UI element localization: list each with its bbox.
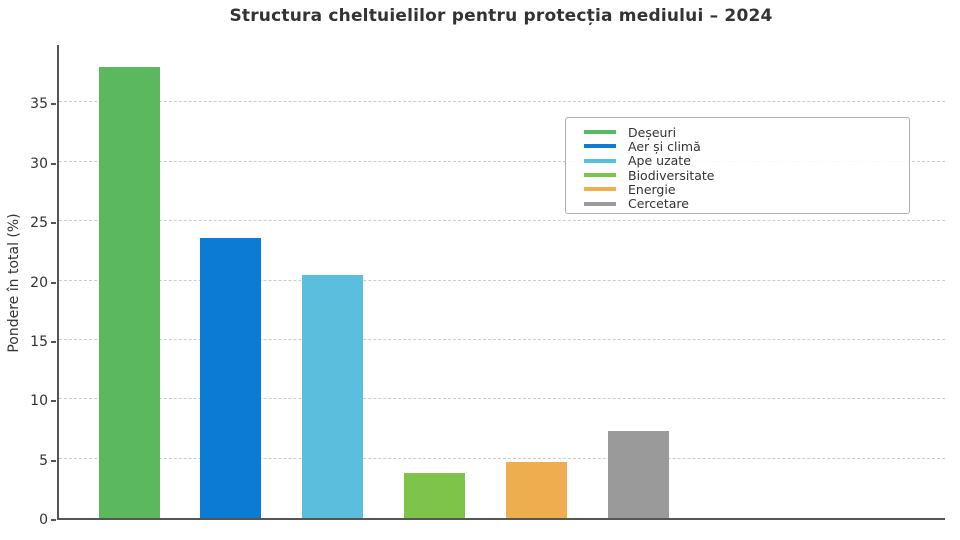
legend-line-swatch — [584, 158, 616, 163]
gridline-35 — [59, 101, 945, 103]
y-tick-label-35: 35 — [30, 96, 48, 113]
plot-area — [57, 45, 945, 520]
legend-item-aer-si-clima: Aer și climă — [584, 138, 909, 154]
y-tick-label-10: 10 — [30, 393, 48, 410]
gridline-30 — [59, 160, 945, 162]
bar-biodiversitate — [403, 472, 465, 518]
legend-item-energie: Energie — [584, 181, 909, 197]
legend-line-swatch — [584, 187, 616, 192]
y-tick-mark-20 — [51, 281, 56, 284]
chart-title: Structura cheltuielilor pentru protecția… — [229, 6, 773, 26]
bar-energie — [505, 462, 567, 518]
legend-item-cercetare: Cercetare — [584, 196, 909, 212]
y-tick-mark-15 — [51, 340, 56, 343]
legend-label: Ape uzate — [628, 153, 691, 169]
gridline-15 — [59, 338, 945, 340]
y-tick-label-25: 25 — [30, 215, 48, 232]
y-tick-mark-30 — [51, 162, 56, 165]
legend-label: Energie — [628, 181, 676, 197]
bar-cercetare — [607, 431, 669, 518]
y-tick-label-5: 5 — [39, 452, 48, 469]
gridline-5 — [59, 457, 945, 459]
legend-line-swatch — [584, 173, 616, 178]
bar-aer-si-clima — [200, 237, 262, 518]
y-tick-label-30: 30 — [30, 155, 48, 172]
legend-label: Cercetare — [628, 196, 689, 212]
legend-item-biodiversitate: Biodiversitate — [584, 167, 909, 183]
legend-label: Aer și climă — [628, 138, 701, 154]
y-tick-mark-5 — [51, 459, 56, 462]
y-tick-mark-25 — [51, 222, 56, 225]
legend: Deșeuri Aer și climă Ape uzate Biodiversita… — [565, 117, 910, 214]
gridline-10 — [59, 398, 945, 400]
legend-line-swatch — [584, 144, 616, 149]
y-tick-label-20: 20 — [30, 274, 48, 291]
y-tick-mark-0 — [51, 519, 56, 521]
y-tick-mark-10 — [51, 400, 56, 403]
y-tick-label-0: 0 — [39, 512, 48, 528]
legend-line-swatch — [584, 201, 616, 206]
y-tick-mark-35 — [51, 103, 56, 106]
legend-label: Biodiversitate — [628, 167, 715, 183]
bar-deseuri — [98, 66, 160, 518]
legend-label: Deșeuri — [628, 124, 677, 140]
legend-line-swatch — [584, 130, 616, 135]
legend-item-ape-uzate: Ape uzate — [584, 153, 909, 169]
y-tick-label-15: 15 — [30, 333, 48, 350]
bar-ape-uzate — [302, 274, 364, 518]
gridline-25 — [59, 220, 945, 222]
gridline-20 — [59, 279, 945, 281]
legend-item-deseuri: Deșeuri — [584, 124, 909, 140]
